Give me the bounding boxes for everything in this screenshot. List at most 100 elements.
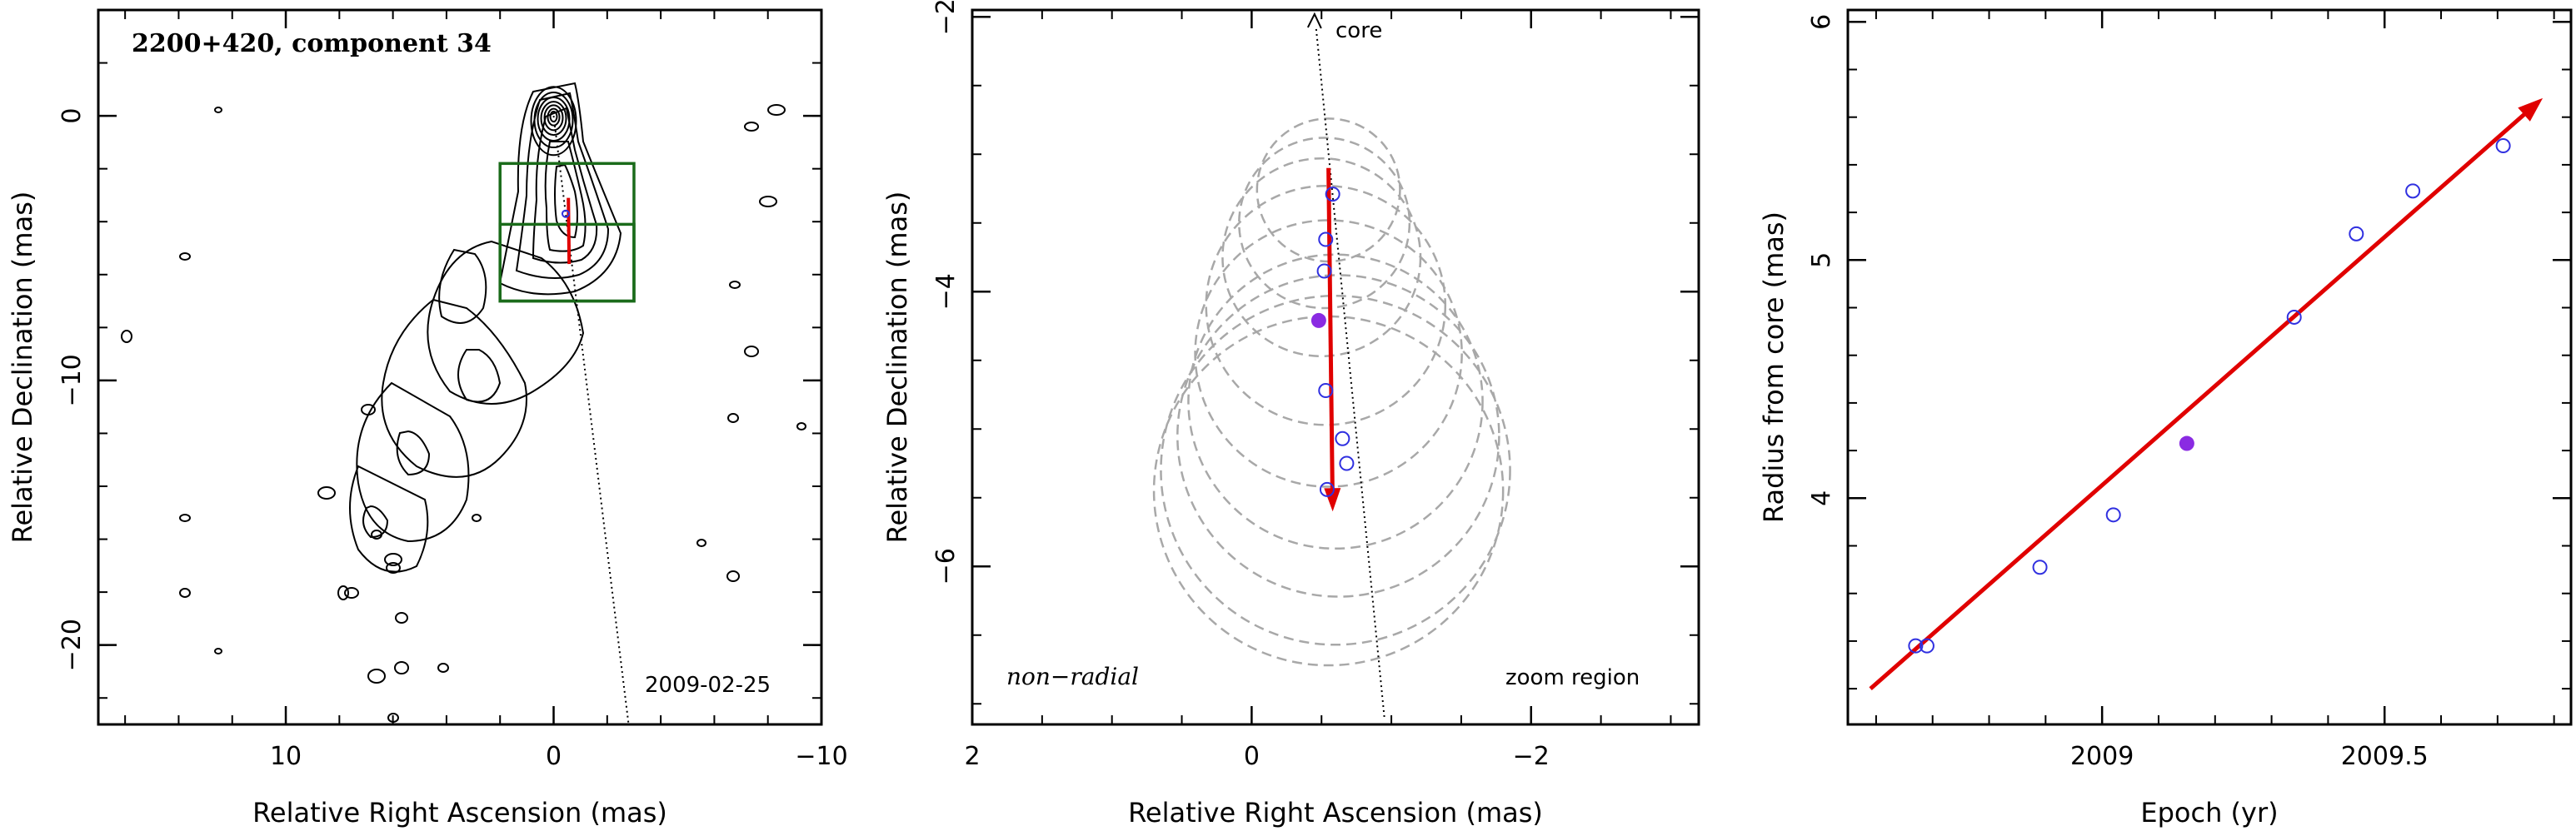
contour-jet bbox=[498, 82, 622, 296]
panel3-point-7 bbox=[2405, 183, 2421, 199]
panel3-xlabel: Epoch (yr) bbox=[2140, 797, 2278, 829]
panel1-ticks: 10 0 −10 0 −10 −20 bbox=[57, 10, 848, 771]
panel2-motion-arrowhead bbox=[1324, 488, 1341, 512]
dashed-circle-1 bbox=[1238, 137, 1411, 310]
contour-blob bbox=[759, 196, 777, 207]
panel1-xlabel: Relative Right Ascension (mas) bbox=[252, 797, 667, 829]
dashed-circle-6 bbox=[1176, 274, 1500, 598]
panel2-xtick-label: 2 bbox=[964, 742, 980, 771]
panel2-point-4 bbox=[1318, 383, 1334, 399]
contour-extended bbox=[427, 240, 585, 405]
panel1-ytick-label: −20 bbox=[57, 619, 87, 671]
contour-extended bbox=[356, 381, 470, 543]
panel2-xtick-label: −2 bbox=[1513, 742, 1550, 771]
fit-line-arrowhead bbox=[2518, 97, 2544, 122]
contour-blob bbox=[727, 413, 739, 423]
panel2-ytick-label: −6 bbox=[931, 548, 961, 585]
panel2-core-label: core bbox=[1335, 18, 1382, 43]
panel3-xtick-label: 2009 bbox=[2070, 742, 2134, 771]
contour-blob bbox=[472, 514, 482, 522]
panel1-date-label: 2009-02-25 bbox=[645, 673, 771, 698]
panel1-frame bbox=[97, 8, 823, 726]
contour-extended bbox=[381, 298, 527, 478]
fit-line bbox=[1869, 108, 2531, 690]
panel2-ytick-label: −4 bbox=[931, 273, 961, 310]
contour-blob bbox=[744, 122, 759, 132]
dashed-circle-4 bbox=[1194, 219, 1463, 488]
panel3-overlay bbox=[1869, 97, 2544, 690]
contour-blob bbox=[179, 588, 191, 598]
contour-extended bbox=[396, 430, 431, 476]
panel3-point-5 bbox=[2286, 309, 2302, 325]
panel1-xtick-label: 10 bbox=[270, 742, 302, 771]
contour-blob bbox=[344, 587, 359, 599]
contour-extended bbox=[362, 505, 389, 539]
panel2-point-0 bbox=[1325, 187, 1340, 202]
contour-core bbox=[547, 107, 561, 127]
panel2-nonradial-label: non−radial bbox=[1006, 663, 1139, 690]
panel2-zoom-label: zoom region bbox=[1505, 665, 1640, 690]
panel3-point-0 bbox=[1908, 638, 1924, 654]
contour-blob bbox=[395, 612, 408, 624]
contour-blob bbox=[744, 346, 759, 357]
contour-blob bbox=[437, 663, 449, 673]
panel1-overlay bbox=[498, 115, 636, 725]
panel2-overlay bbox=[1306, 12, 1385, 718]
contour-blob bbox=[179, 252, 191, 261]
contour-blob bbox=[371, 530, 382, 540]
contour-jet bbox=[515, 92, 610, 279]
panel1-contours bbox=[121, 82, 806, 723]
contour-blob bbox=[394, 661, 409, 674]
panel1-ylabel: Relative Declination (mas) bbox=[7, 192, 38, 544]
panel2-circles bbox=[1152, 117, 1511, 667]
panel2-xtick-label: 0 bbox=[1244, 742, 1260, 771]
panel1-title: 2200+420, component 34 bbox=[132, 29, 492, 58]
contour-blob bbox=[337, 585, 349, 600]
panel2-point-filled bbox=[1310, 312, 1326, 328]
panel1-ytick-label: −10 bbox=[57, 354, 87, 406]
contour-blob bbox=[317, 486, 336, 500]
contour-jet bbox=[554, 163, 578, 239]
radial-dotted-line bbox=[552, 115, 630, 725]
contour-blob bbox=[729, 281, 741, 289]
contour-blob bbox=[179, 514, 191, 522]
core-arrow-head bbox=[1306, 12, 1322, 29]
panel2-frame bbox=[971, 8, 1700, 726]
contour-blob bbox=[696, 539, 706, 547]
panel3-point-1 bbox=[1919, 638, 1934, 654]
contour-blob bbox=[384, 553, 402, 566]
dashed-circle-3 bbox=[1205, 184, 1447, 426]
contour-blob bbox=[386, 562, 401, 574]
contour-blob bbox=[361, 404, 376, 416]
panel2-point-1 bbox=[1318, 231, 1334, 247]
contour-core bbox=[540, 101, 567, 137]
panel2-ylabel: Relative Declination (mas) bbox=[881, 192, 913, 544]
contour-blob bbox=[767, 104, 786, 116]
panel3-ytick-label: 5 bbox=[1807, 252, 1836, 268]
dashed-circle-7 bbox=[1160, 294, 1511, 646]
panel3-point-8 bbox=[2495, 138, 2511, 154]
panel2-point-5 bbox=[1335, 430, 1350, 446]
panel1-xtick-label: −10 bbox=[795, 742, 847, 771]
contour-extended bbox=[457, 349, 502, 403]
panel-radius-vs-epoch: 2009 2009.5 4 5 6 Epoch (yr) Radius from cor… bbox=[1758, 8, 2573, 829]
contour-blob bbox=[214, 107, 222, 113]
contour-blob bbox=[796, 422, 806, 430]
panel3-ylabel: Radius from core (mas) bbox=[1758, 211, 1790, 523]
panel3-point-filled bbox=[2179, 435, 2194, 451]
panel2-ytick-label: −2 bbox=[931, 0, 961, 35]
panel1-ytick-label: 0 bbox=[57, 108, 87, 124]
panel3-xtick-label: 2009.5 bbox=[2341, 742, 2429, 771]
contour-blob bbox=[121, 330, 132, 343]
contour-core bbox=[543, 104, 564, 132]
panel-zoom-region: 2 0 −2 −2 −4 −6 core non−radial zoom region R… bbox=[881, 0, 1700, 829]
panel1-component-arrow bbox=[567, 197, 572, 265]
contour-blob bbox=[726, 570, 740, 582]
contour-extended bbox=[438, 248, 487, 324]
panel2-point-7 bbox=[1319, 481, 1335, 497]
panel1-component-point bbox=[561, 209, 570, 218]
panel3-ytick-label: 6 bbox=[1807, 14, 1836, 30]
panel3-ticks: 2009 2009.5 4 5 6 bbox=[1807, 10, 2571, 771]
panel2-motion-arrow bbox=[1326, 167, 1335, 494]
